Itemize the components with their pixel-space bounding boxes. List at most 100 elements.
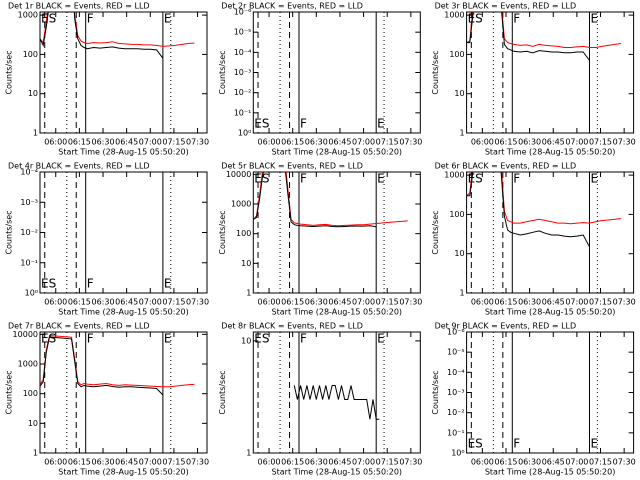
y-tick-label: 1000: [231, 200, 251, 209]
series-line: [466, 172, 622, 225]
annotation: E: [377, 172, 385, 186]
series-line: [466, 172, 590, 248]
x-tick-label: 06:45: [542, 138, 565, 147]
x-tick-label: 06:30: [91, 458, 114, 467]
y-tick-label: 1000: [18, 11, 38, 20]
x-tick-label: 06:00: [44, 458, 67, 467]
y-tick-label: 100: [23, 50, 38, 59]
panel: Det 4r BLACK = Events, RED = LLD Start Ti…: [5, 162, 210, 317]
x-tick-label: 06:15: [494, 458, 517, 467]
y-tick-label: 100: [23, 389, 38, 398]
x-tick-label: 07:30: [613, 138, 636, 147]
y-tick-label: 10⁻¹: [20, 258, 38, 267]
panel-title: Det 3r BLACK = Events, RED = LLD: [435, 2, 577, 11]
x-tick-label: 06:45: [115, 458, 138, 467]
series-line: [40, 12, 164, 59]
panel: Det 2r BLACK = Events, RED = LLD Start Ti…: [218, 2, 423, 157]
x-tick-label: 06:30: [518, 138, 541, 147]
x-tick-label: 07:30: [613, 458, 636, 467]
annotation: ES: [41, 332, 56, 346]
y-tick-label: 10: [241, 259, 251, 268]
x-tick-label: 06:00: [471, 458, 494, 467]
x-axis-label: Start Time (28-Aug-15 05:50:20): [58, 148, 189, 157]
annotation: E: [164, 277, 172, 291]
annotation: E: [590, 172, 598, 186]
y-tick-label: 10⁻⁴: [20, 168, 38, 177]
y-axis-label: Counts/sec: [218, 50, 227, 94]
y-tick-label: 1000: [18, 360, 38, 369]
plot-area: [257, 332, 385, 453]
y-tick-label: 10: [241, 336, 251, 345]
x-tick-label: 06:15: [68, 298, 91, 307]
plot-area: [40, 332, 195, 453]
y-tick-label: 100: [449, 50, 464, 59]
panel-title: Det 4r BLACK = Events, RED = LLD: [8, 162, 150, 171]
series-line: [40, 12, 195, 47]
series-line: [466, 12, 590, 61]
x-tick-label: 06:30: [518, 458, 541, 467]
annotation: ES: [468, 172, 483, 186]
x-tick-label: 07:15: [162, 298, 185, 307]
y-tick-label: 10⁻⁶: [234, 8, 252, 17]
y-tick-label: 10⁻²: [20, 228, 38, 237]
plot-area: [253, 172, 408, 293]
y-tick-label: 1: [246, 289, 251, 298]
annotation: E: [590, 12, 598, 26]
panel-title: Det 1r BLACK = Events, RED = LLD: [8, 2, 150, 11]
x-tick-label: 06:45: [115, 298, 138, 307]
annotation: E: [164, 12, 172, 26]
annotation: F: [87, 12, 94, 26]
y-axis-label: Counts/sec: [5, 210, 14, 254]
y-axis-label: Counts/sec: [218, 370, 227, 414]
x-tick-label: 07:30: [186, 458, 209, 467]
plot-frame: [466, 331, 635, 454]
x-tick-label: 07:00: [352, 298, 375, 307]
annotation: E: [377, 332, 385, 346]
series-line: [466, 12, 622, 48]
x-tick-label: 06:30: [518, 298, 541, 307]
x-tick-label: 06:00: [258, 138, 281, 147]
x-axis-label: Start Time (28-Aug-15 05:50:20): [485, 308, 616, 317]
x-tick-label: 06:45: [328, 298, 351, 307]
annotation: F: [87, 332, 94, 346]
panel-title: Det 5r BLACK = Events, RED = LLD: [221, 162, 363, 171]
plot-area: [466, 172, 622, 293]
x-tick-label: 07:30: [613, 298, 636, 307]
x-tick-label: 06:15: [281, 458, 304, 467]
series-line: [40, 335, 195, 388]
x-tick-label: 06:45: [542, 298, 565, 307]
x-tick-label: 06:15: [281, 138, 304, 147]
y-axis-label: Counts/sec: [431, 210, 440, 254]
x-tick-label: 06:45: [115, 138, 138, 147]
panel: Det 1r BLACK = Events, RED = LLD Start Ti…: [5, 2, 210, 157]
x-tick-label: 06:30: [91, 138, 114, 147]
panel: Det 5r BLACK = Events, RED = LLD Start Ti…: [218, 162, 423, 317]
plot-frame: [252, 171, 421, 294]
x-tick-label: 07:30: [399, 458, 422, 467]
x-tick-label: 06:00: [471, 138, 494, 147]
y-axis-label: Counts/sec: [431, 370, 440, 414]
x-tick-label: 07:00: [565, 458, 588, 467]
x-tick-label: 07:30: [186, 298, 209, 307]
x-tick-label: 07:00: [139, 458, 162, 467]
y-tick-label: 10⁻⁵: [234, 28, 252, 37]
y-axis-label: Counts/sec: [5, 50, 14, 94]
annotation: E: [377, 117, 385, 131]
panel: Det 8r BLACK = Events, RED = LLD Start Ti…: [218, 322, 423, 477]
annotation: ES: [254, 117, 269, 131]
plot-frame: [466, 171, 635, 294]
y-tick-label: 1: [33, 129, 38, 138]
y-tick-label: 10⁰: [451, 449, 464, 458]
annotation: ES: [41, 12, 56, 26]
annotation: E: [164, 332, 172, 346]
x-tick-label: 06:00: [471, 298, 494, 307]
x-tick-label: 07:30: [186, 138, 209, 147]
x-tick-label: 07:15: [589, 458, 612, 467]
annotation: ES: [468, 437, 483, 451]
x-tick-label: 06:00: [44, 298, 67, 307]
y-tick-label: 1000: [444, 11, 464, 20]
x-tick-label: 07:15: [589, 298, 612, 307]
y-tick-label: 10⁻⁶: [447, 328, 465, 337]
y-axis-label: Counts/sec: [431, 50, 440, 94]
x-tick-label: 07:15: [162, 458, 185, 467]
